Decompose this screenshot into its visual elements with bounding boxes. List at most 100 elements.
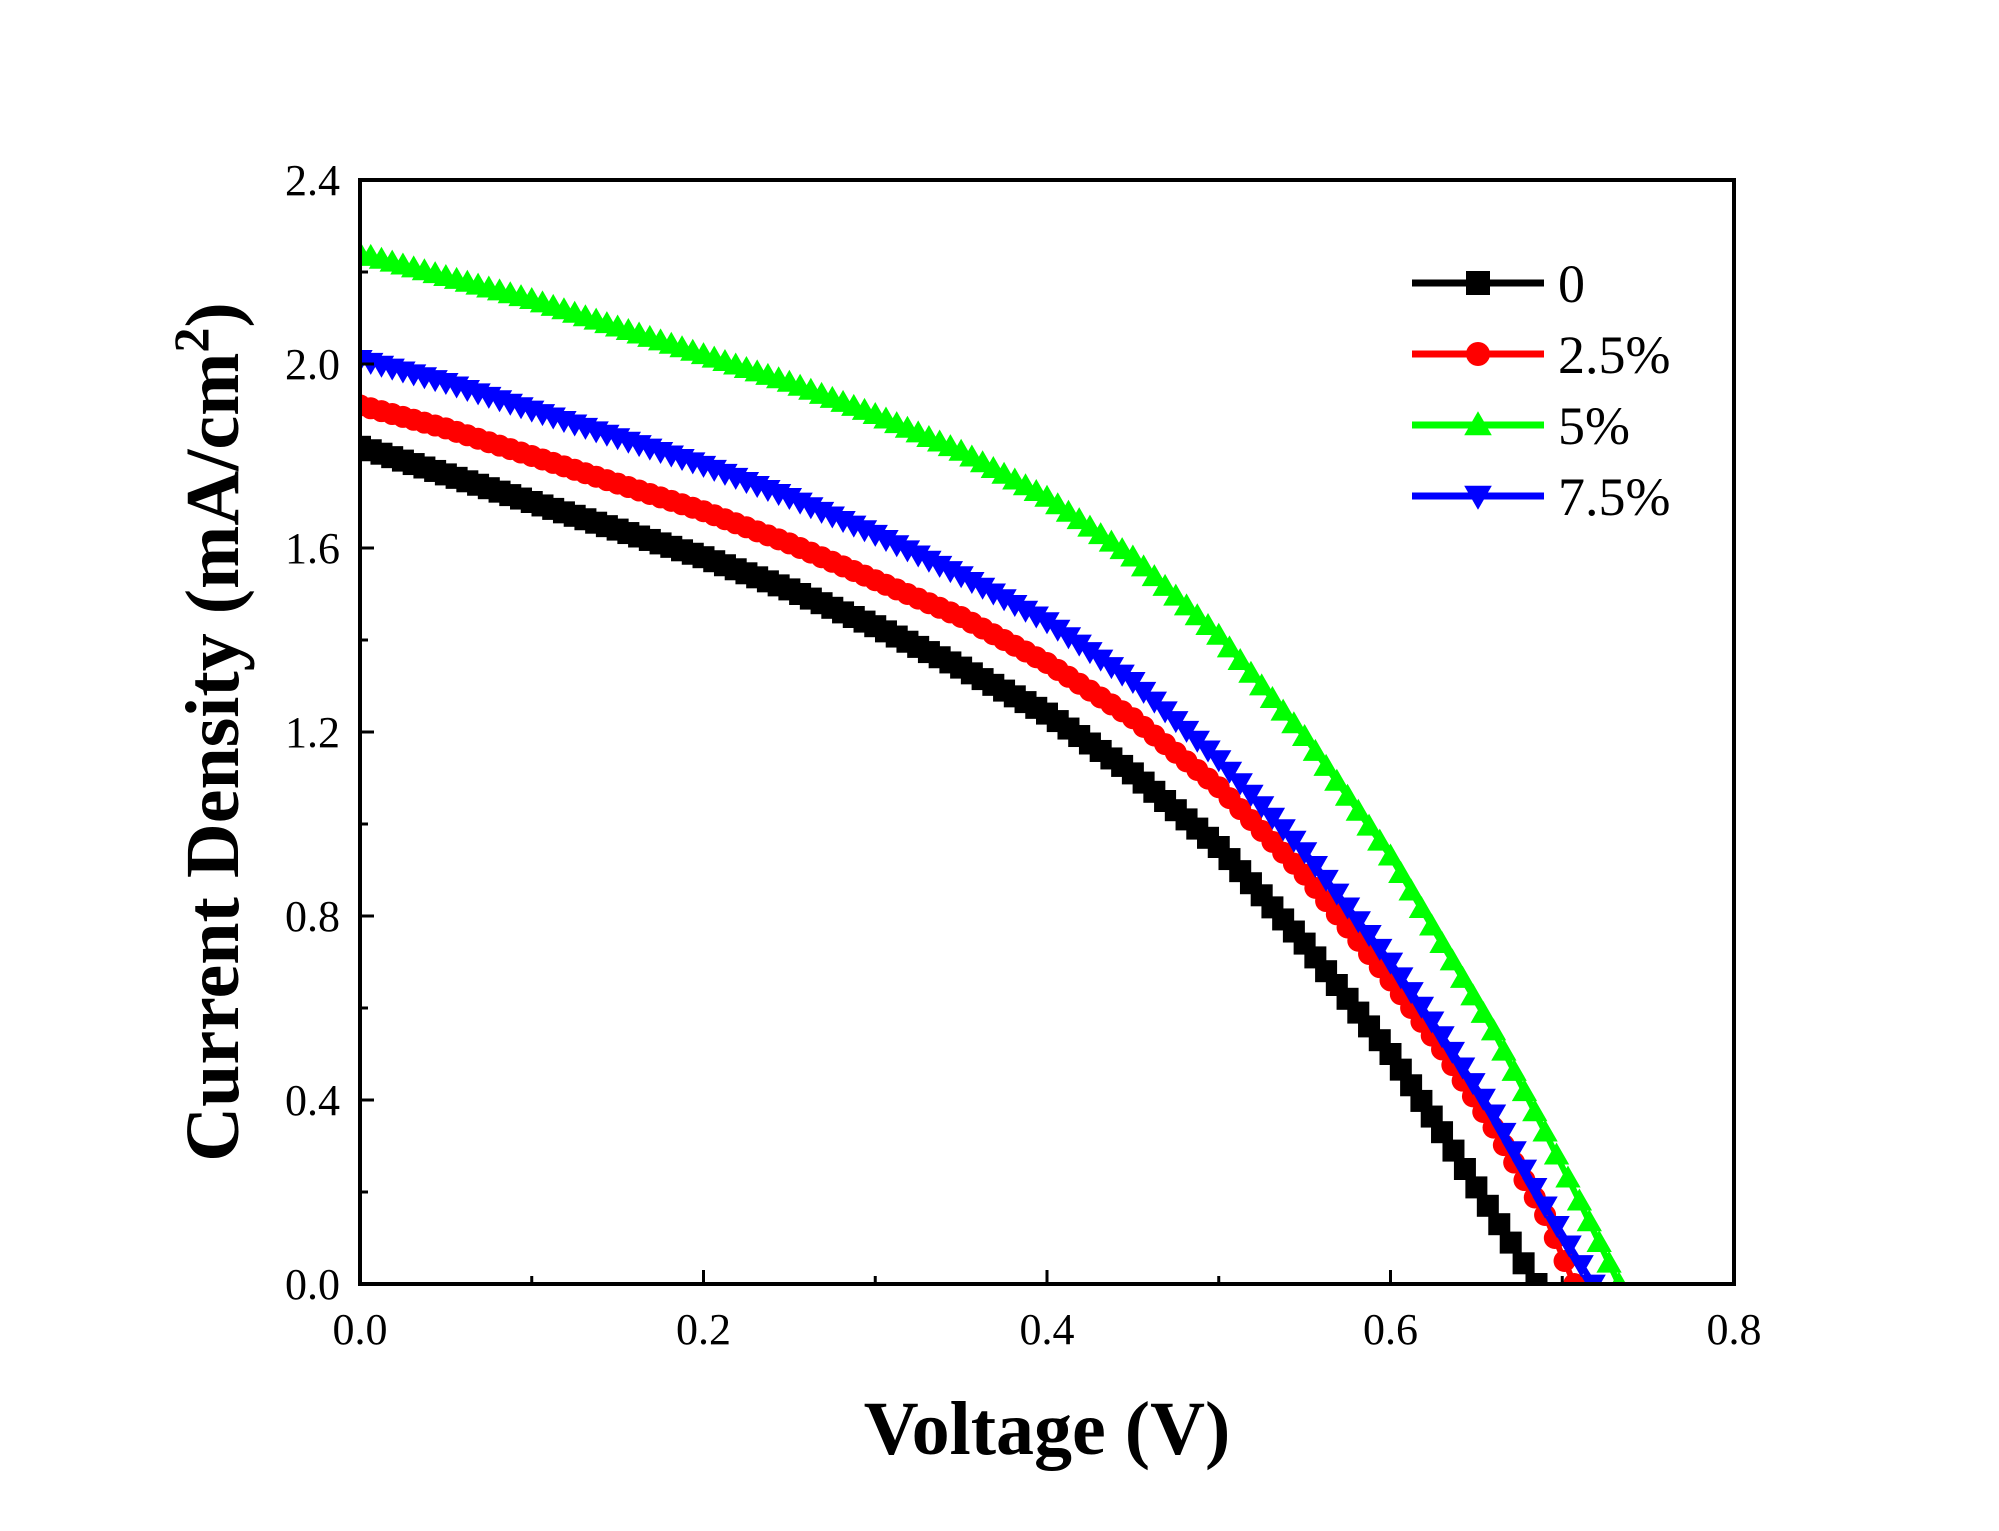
data-point [991,589,1017,612]
data-point [1555,1165,1581,1188]
y-axis-title-main: Current Density (mA/cm [171,353,255,1162]
y-tick-label: 2.0 [285,340,340,389]
data-point [1066,634,1092,657]
data-point [1522,1099,1548,1122]
data-point [1398,878,1424,901]
legend-item: 5% [1412,396,1630,456]
data-point [1227,773,1253,796]
data-point [1334,783,1361,806]
data-point [1377,843,1404,866]
data-point [1512,1252,1535,1275]
data-point [1259,807,1286,830]
x-tick-label: 0.0 [333,1305,388,1354]
data-point [1439,1041,1465,1064]
legend-marker [1466,342,1490,366]
series-1 [360,394,1586,1284]
data-point [1238,660,1264,683]
data-point [1580,1274,1606,1284]
data-point [1532,1196,1558,1219]
legend-item: 7.5% [1412,467,1670,527]
data-point [1098,657,1125,680]
data-point [1302,738,1329,761]
data-point [1431,1121,1454,1144]
data-point [1429,930,1455,953]
data-point [1077,642,1103,665]
y-tick-label: 0.8 [285,892,340,941]
data-point [1356,813,1382,836]
data-point [1377,952,1404,975]
data-point [1302,856,1329,879]
data-point [1163,583,1189,606]
series-line [360,402,1578,1284]
data-point [1480,1104,1507,1127]
data-point [1442,1139,1465,1162]
data-point [1522,1178,1548,1201]
data-point [1109,664,1135,687]
x-tick-label: 0.2 [676,1305,731,1354]
data-point [1568,1255,1594,1278]
data-point [1045,619,1071,642]
data-point [1334,897,1361,920]
data-point [1356,925,1382,948]
data-point [1313,753,1339,776]
data-point [1388,967,1414,990]
data-point [1563,1273,1586,1284]
plot-layer [360,240,1627,1284]
data-point [1470,1088,1496,1111]
data-point [1184,603,1210,626]
data-point [1141,564,1167,587]
data-point [1532,1119,1558,1142]
x-tick-label: 0.6 [1363,1305,1418,1354]
data-point [1249,796,1275,819]
legend-marker [1464,485,1492,510]
data-point [1345,798,1371,821]
legend-label: 7.5% [1558,467,1670,527]
data-point [1206,750,1232,773]
data-point [948,566,974,589]
data-point [1324,768,1350,791]
data-point [1270,698,1296,721]
y-tick-label: 1.2 [285,708,340,757]
series-group [360,240,1627,1284]
data-point [1576,1209,1602,1232]
series-3 [360,350,1606,1284]
data-point [1216,761,1243,784]
data-point [1465,1176,1488,1199]
x-tick-label: 0.8 [1707,1305,1762,1354]
data-point [1419,1011,1445,1034]
data-point [1544,1216,1570,1238]
x-tick-label: 0.4 [1020,1305,1075,1354]
data-point [1388,861,1414,884]
data-point [1491,1122,1517,1145]
data-point [1173,593,1200,616]
data-point [1227,648,1253,671]
data-point [1499,1231,1522,1254]
data-point [1611,1271,1627,1284]
y-axis-title-superscript: 2 [163,328,219,353]
data-point [1259,686,1286,708]
data-point [1088,649,1114,672]
data-point [1152,573,1178,596]
data-point [1453,1158,1476,1180]
y-axis-title-close: ) [171,302,255,327]
data-point [1501,1058,1527,1081]
data-point [1195,612,1221,635]
legend-item: 2.5% [1412,325,1670,385]
y-axis-title: Current Density (mA/cm2) [163,302,255,1161]
data-point [1130,554,1157,577]
data-point [1270,819,1296,842]
series-0 [360,435,1548,1284]
data-point [1002,595,1028,617]
y-tick-label: 2.4 [285,156,340,205]
data-point [1313,869,1339,892]
legend-label: 5% [1558,396,1630,456]
data-point [1120,544,1146,567]
data-point [1470,1000,1496,1023]
data-point [1367,828,1393,851]
data-point [1543,1142,1570,1165]
data-point [1367,938,1393,961]
data-point [1556,1235,1582,1258]
data-point [1488,1213,1511,1236]
legend: 0 2.5% 5% 7.5% [1412,254,1670,527]
